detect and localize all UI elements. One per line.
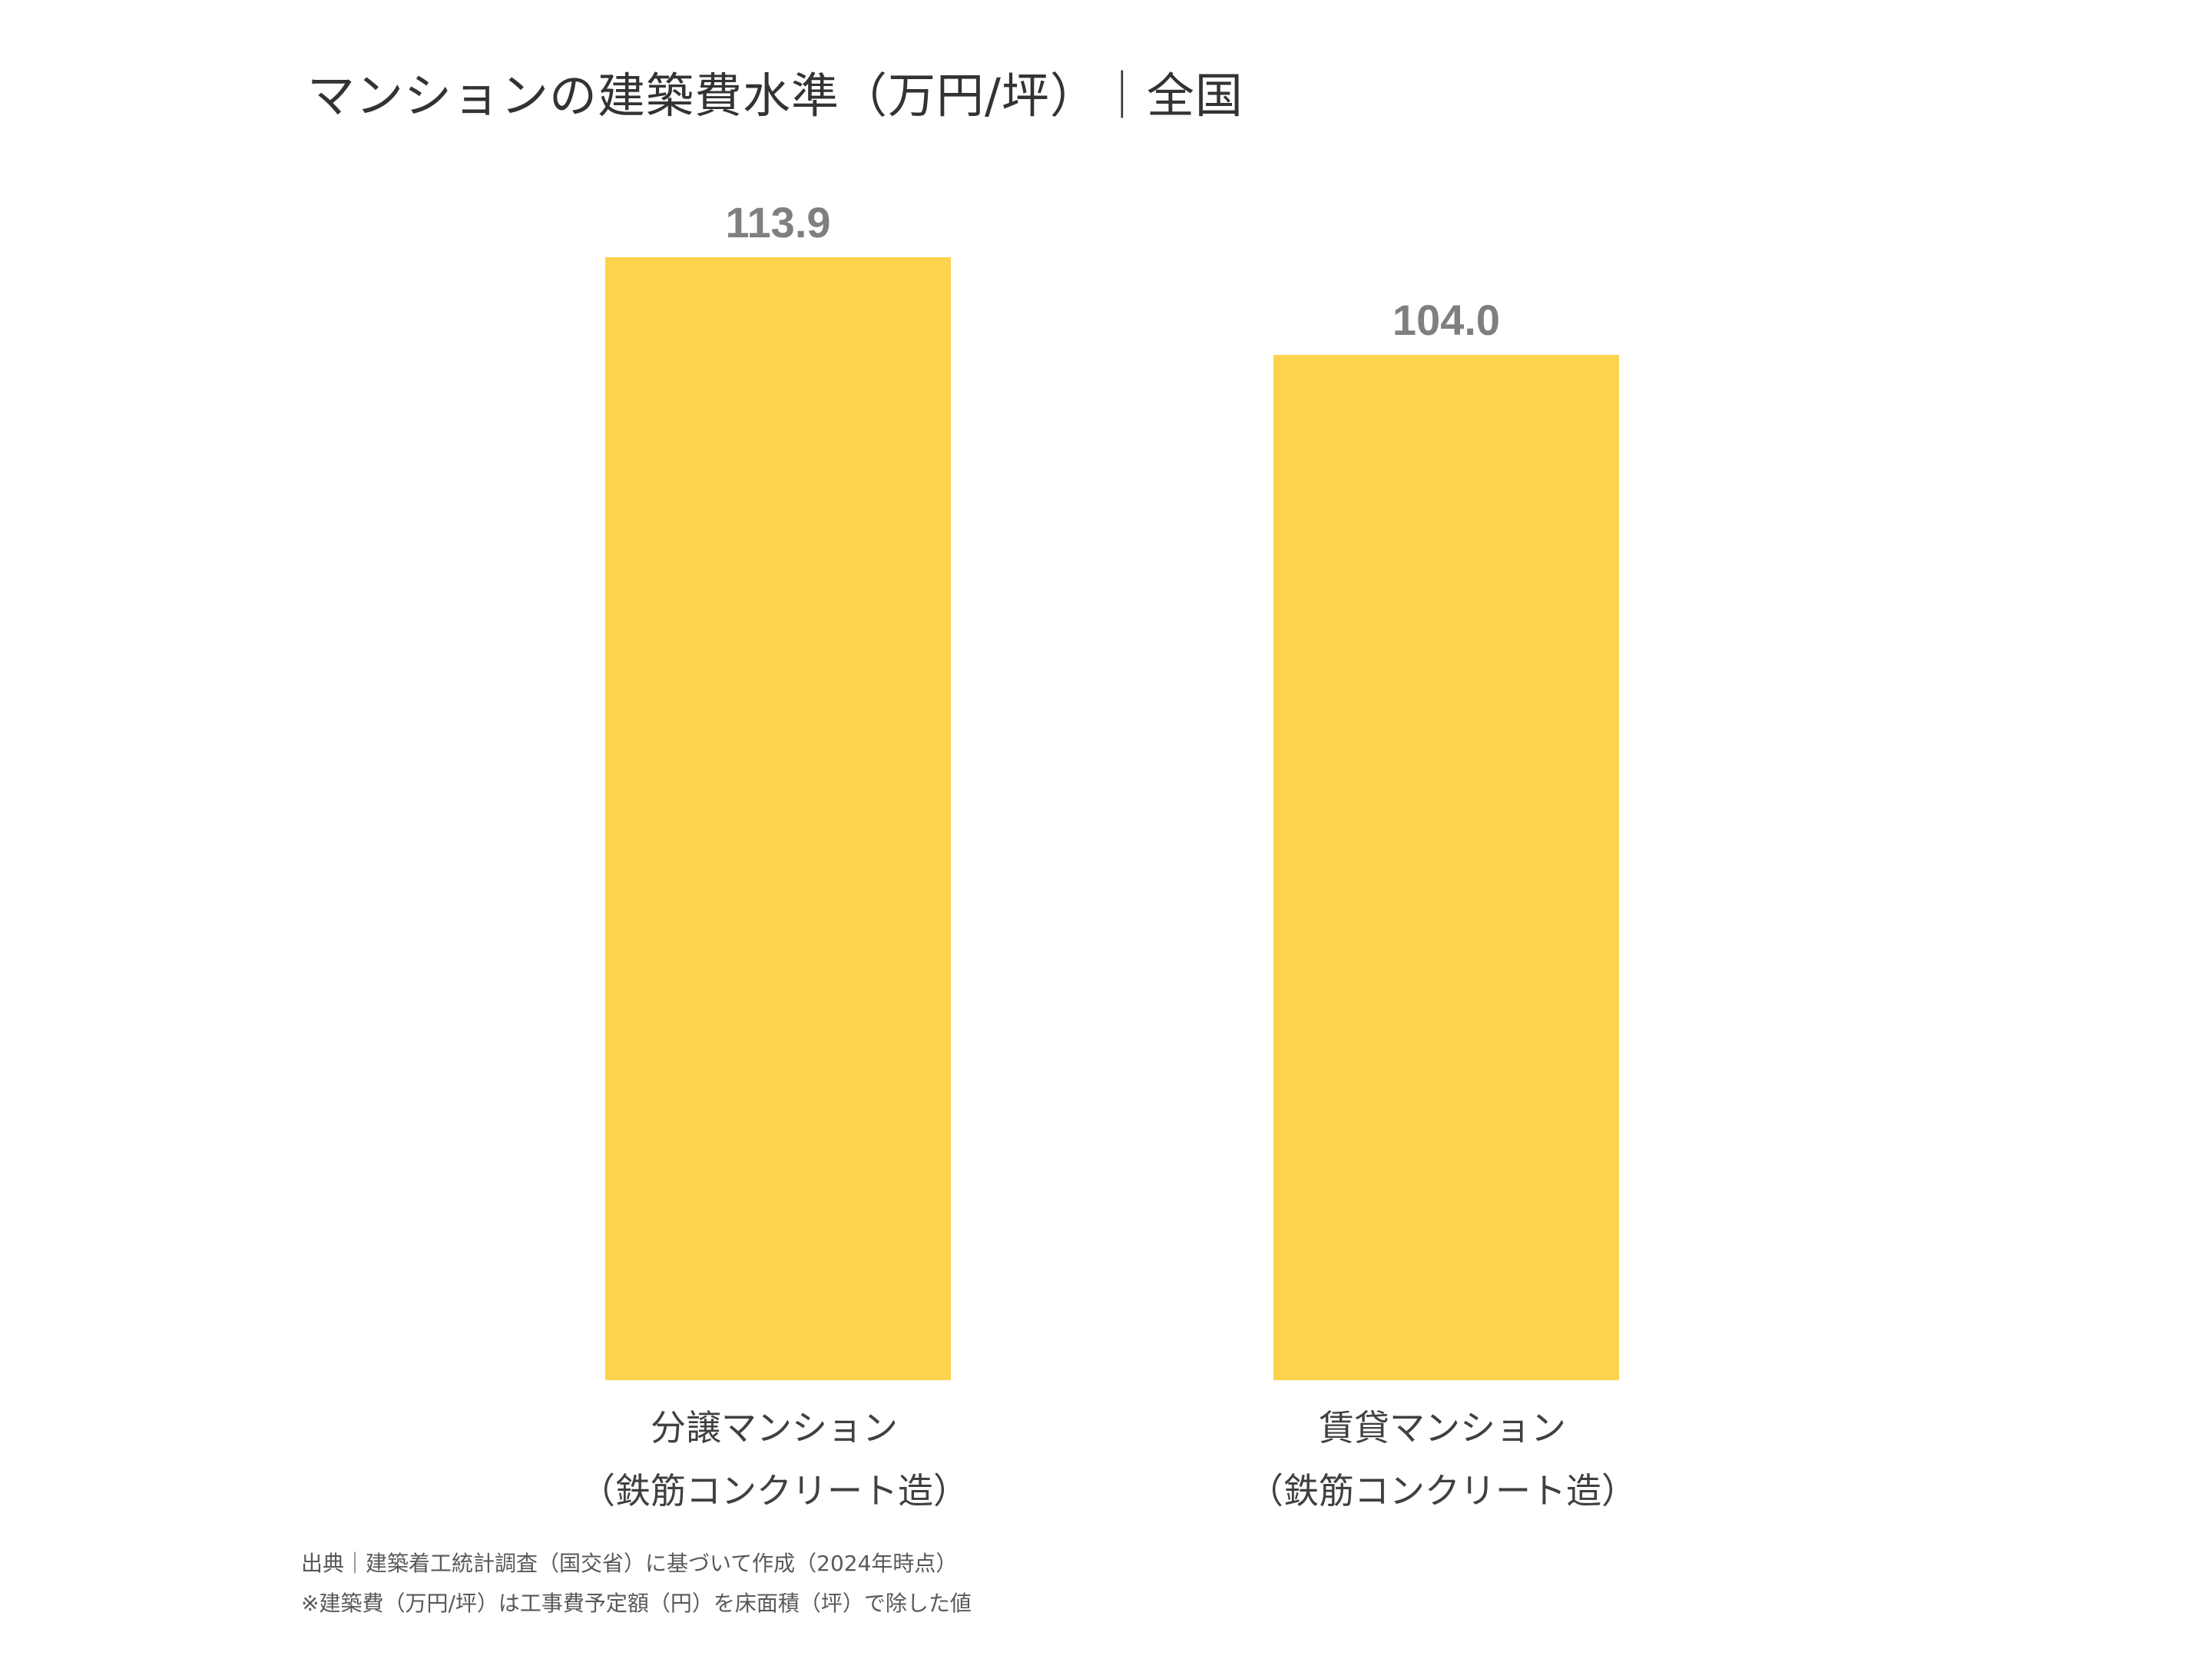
bar-1 [1273, 355, 1619, 1381]
category-label-line-1: 賃貸マンション [1319, 1407, 1566, 1449]
bar-value-label-1: 104.0 [1392, 296, 1500, 344]
bar-value-label-0: 113.9 [725, 198, 830, 247]
chart-title: マンションの建築費水準（万円/坪）｜全国 [307, 68, 1243, 124]
category-label-line-2: （鉄筋コンクリート造） [1248, 1470, 1637, 1512]
category-label-line-1: 分譲マンション [651, 1407, 898, 1449]
footnotes: 出典｜建築着工統計調査（国交省）に基づいて作成（2024年時点） ※建築費（万円… [301, 1544, 972, 1624]
category-label-chintai: 賃貸マンション （鉄筋コンクリート造） [1174, 1396, 1711, 1522]
category-label-bunjo: 分譲マンション （鉄筋コンクリート造） [505, 1396, 1043, 1522]
category-label-line-2: （鉄筋コンクリート造） [580, 1470, 969, 1512]
bar-0 [605, 257, 951, 1380]
source-note: 出典｜建築着工統計調査（国交省）に基づいて作成（2024年時点） [301, 1551, 958, 1576]
calculation-note: ※建築費（万円/坪）は工事費予定額（円）を床面積（坪）で除した値 [301, 1591, 972, 1616]
